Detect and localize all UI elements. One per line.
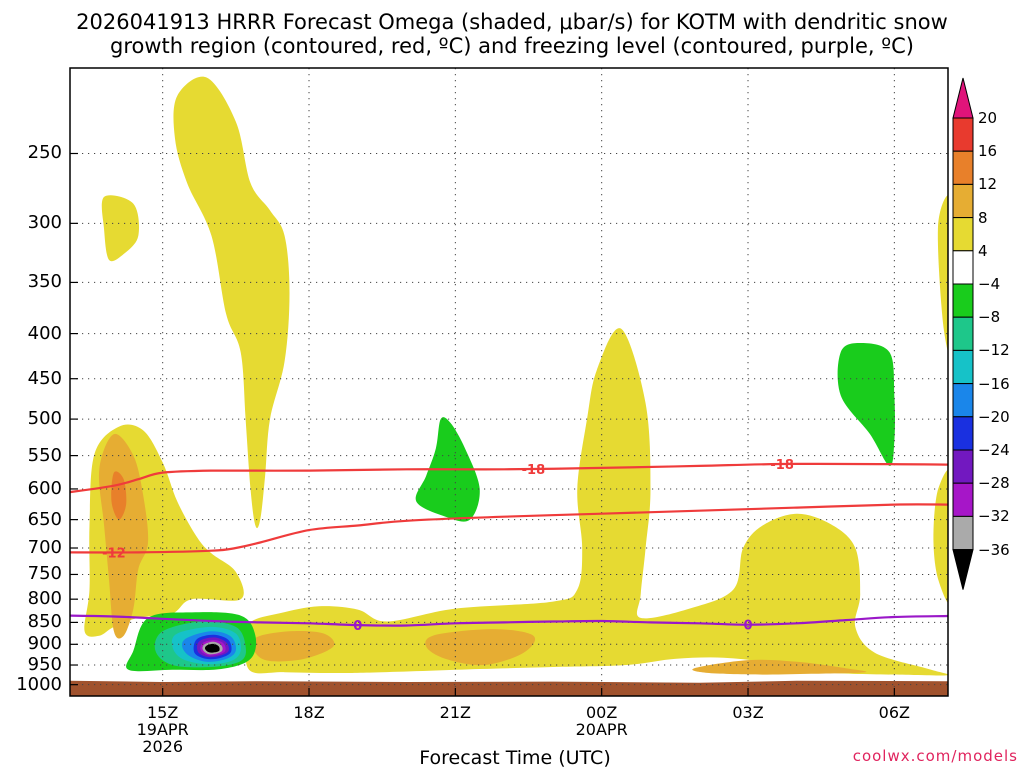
y-tick-label-750: 750	[27, 563, 62, 585]
y-tick-label-1000: 1000	[16, 673, 62, 695]
colorbar-bin--20 to -16	[952, 383, 974, 418]
credit-text: coolwx.com/models	[852, 747, 1018, 765]
colorbar-label--4: −4	[978, 275, 1001, 293]
x-ticks	[162, 688, 895, 696]
omega-shading-layer	[84, 76, 948, 676]
colorbar-bin--28 to -24	[952, 449, 974, 484]
colorbar-bin-8-12	[952, 183, 974, 219]
x-tick-label-00Z-sub1: 20APR	[575, 720, 628, 739]
colorbar-bin-16-20	[952, 117, 974, 152]
shade-ascent-4-8-right-edge-lower	[933, 469, 948, 604]
colorbar-label--8: −8	[978, 308, 1001, 327]
x-tick-label-15Z-sub1: 19APR	[136, 720, 189, 739]
terrain-layer	[70, 680, 948, 696]
y-tick-label-250: 250	[27, 142, 62, 164]
y-tick-label-300: 300	[27, 212, 62, 234]
shade-ascent-4-8-small-cell	[101, 195, 140, 262]
colorbar-bin--8 to -4	[952, 283, 974, 318]
colorbar-bin--16 to -12	[952, 349, 974, 385]
terrain-below-ground	[70, 680, 948, 696]
contour-label--18c-isotherm-0: -18	[522, 463, 546, 478]
colorbar-label-4: 4	[978, 241, 988, 260]
x-tick-label-15Z: 15Z	[147, 703, 179, 722]
contour-freezing-level-0c-	[70, 614, 948, 627]
x-tick-label-18Z: 18Z	[293, 703, 325, 722]
y-tick-label-900: 900	[27, 633, 62, 655]
x-tick-label-00Z: 00Z	[586, 703, 618, 722]
colorbar-bin-<-36	[952, 549, 974, 590]
contour-label--12c-isotherm-0: -12	[102, 546, 126, 561]
colorbar-label-12: 12	[978, 175, 998, 194]
shade-descent-8-to-4-05z	[837, 343, 895, 466]
y-tick-label-950: 950	[27, 654, 62, 676]
shade-ascent-4-8-low-level-band	[245, 328, 948, 676]
y-tick-label-600: 600	[27, 477, 62, 499]
contour--12c-isotherm	[70, 503, 948, 554]
y-tick-label-700: 700	[27, 537, 62, 558]
x-axis-title: Forecast Time (UTC)	[419, 747, 611, 769]
y-tick-label-650: 650	[27, 508, 62, 530]
colorbar-label-16: 16	[978, 142, 998, 161]
shade-ascent-8-12-03z	[692, 659, 867, 675]
y-tick-label-450: 450	[27, 367, 62, 389]
shade-ascent-4-8-upper-plume	[173, 76, 290, 529]
y-tick-label-350: 350	[27, 271, 62, 293]
colorbar-label--12: −12	[978, 341, 1010, 360]
y-tick-label-850: 850	[27, 611, 62, 633]
colorbar-bin--32 to -28	[952, 482, 974, 517]
shade-ascent-8-12-18z	[252, 630, 335, 662]
colorbar-bin-4-8	[952, 217, 974, 252]
colorbar-label--16: −16	[978, 374, 1010, 393]
plot-frame	[69, 67, 949, 697]
y-tick-label-550: 550	[27, 444, 62, 466]
colorbar-bin--24 to -20	[952, 416, 974, 451]
chart-title-line2: growth region (contoured, red, ºC) and f…	[110, 34, 914, 58]
colorbar-label--20: −20	[978, 407, 1010, 426]
contour-label-freezing-level-0c--0: 0	[353, 619, 362, 634]
colorbar-label--32: −32	[978, 507, 1010, 526]
contour--18c-isotherm	[70, 462, 948, 494]
x-tick-label-03Z: 03Z	[732, 703, 764, 722]
y-ticks	[70, 152, 78, 686]
colorbar-label-8: 8	[978, 208, 988, 227]
contour-label--18c-isotherm-1: -18	[770, 458, 794, 473]
y-tick-label-400: 400	[27, 322, 62, 344]
shade-ascent-8-12-21z	[425, 629, 536, 666]
colorbar-bin--12 to -8	[952, 316, 974, 351]
shade-ascent-4-8-right-edge-upper	[937, 195, 948, 353]
shade-ascent-8-12-left-column	[98, 433, 149, 639]
colorbar-bin-12-16	[952, 150, 974, 185]
shade-descent-36	[204, 643, 220, 653]
colorbar-bin--36 to -32	[952, 515, 974, 551]
colorbar-label-20: 20	[978, 109, 998, 127]
x-tick-label-15Z-sub2: 2026	[142, 737, 184, 756]
contour-label-freezing-level-0c--1: 0	[743, 619, 752, 634]
y-tick-label-800: 800	[27, 588, 62, 610]
chart-title-line1: 2026041913 HRRR Forecast Omega (shaded, …	[76, 10, 948, 34]
colorbar-label--24: −24	[978, 441, 1010, 459]
x-tick-label-21Z: 21Z	[439, 703, 471, 722]
y-tick-label-500: 500	[27, 408, 62, 430]
colorbar-bin--4 to 4	[952, 250, 974, 285]
contour-layer: -18 -18 -12 0 0	[70, 458, 948, 634]
colorbar-bin->20	[952, 77, 974, 119]
colorbar	[952, 77, 974, 590]
x-tick-label-06Z: 06Z	[878, 703, 910, 722]
colorbar-label--28: −28	[978, 474, 1010, 493]
colorbar-label--36: −36	[978, 540, 1010, 559]
